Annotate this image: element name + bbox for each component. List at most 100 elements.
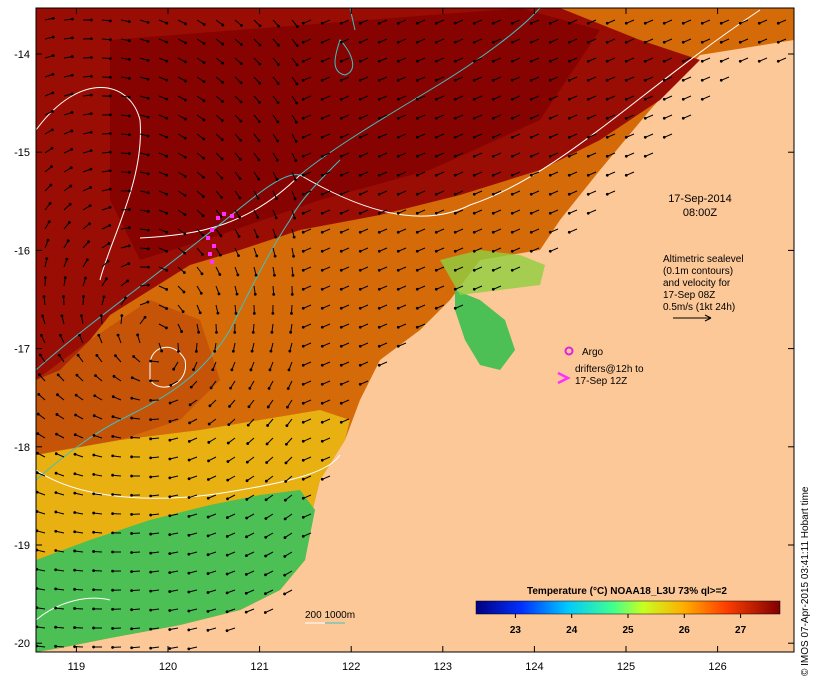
velocity-arrow-head (284, 442, 288, 446)
velocity-arrow (63, 130, 73, 135)
velocity-arrow-head (757, 21, 761, 25)
velocity-arrow-head (238, 215, 241, 219)
velocity-arrow-head (284, 480, 288, 483)
velocity-arrow (139, 209, 149, 212)
velocity-arrow (512, 38, 521, 43)
velocity-arrow (531, 95, 540, 100)
velocity-arrow-head (108, 169, 112, 173)
lon-tick-label: 125 (617, 661, 635, 673)
velocity-arrow-head (149, 456, 153, 460)
velocity-arrow (436, 114, 445, 119)
velocity-arrow (215, 228, 222, 237)
velocity-arrow-head (377, 59, 381, 63)
velocity-arrow (177, 228, 186, 235)
velocity-arrow-head (529, 230, 533, 234)
velocity-arrow-head (165, 78, 169, 82)
velocity-arrow-head (567, 173, 571, 177)
velocity-arrow-head (377, 135, 381, 139)
velocity-arrow-head (273, 273, 276, 277)
velocity-arrow (645, 19, 654, 24)
velocity-arrow (207, 551, 217, 556)
velocity-arrow-head (239, 62, 243, 66)
velocity-arrow-head (339, 59, 343, 63)
velocity-arrow-head (472, 116, 476, 120)
velocity-arrow-head (43, 276, 47, 280)
velocity-arrow (455, 114, 464, 119)
velocity-arrow-head (108, 187, 112, 191)
velocity-arrow-head (548, 97, 552, 101)
velocity-arrow (210, 380, 217, 389)
lat-tick-label: -16 (14, 245, 30, 257)
velocity-arrow-head (301, 154, 305, 158)
velocity-arrow-head (54, 471, 58, 475)
velocity-arrow (398, 57, 407, 62)
velocity-arrow-head (264, 498, 268, 502)
velocity-arrow-head (529, 40, 533, 44)
velocity-arrow-head (46, 238, 50, 242)
velocity-arrow (150, 570, 160, 573)
velocity-arrow-head (529, 59, 533, 63)
velocity-arrow-head (215, 330, 218, 334)
velocity-arrow-head (38, 373, 41, 377)
velocity-arrow-head (567, 230, 571, 234)
velocity-arrow (131, 570, 141, 573)
lon-tick-label: 121 (250, 661, 268, 673)
velocity-arrow (234, 171, 241, 179)
velocity-arrow-head (605, 21, 609, 25)
velocity-arrow-head (36, 529, 39, 533)
velocity-arrow (398, 76, 407, 81)
velocity-arrow-head (165, 59, 169, 63)
velocity-arrow-head (586, 192, 590, 196)
velocity-arrow-head (453, 40, 457, 44)
velocity-arrow-head (149, 513, 153, 517)
velocity-arrow-head (92, 434, 96, 437)
velocity-arrow-head (73, 530, 77, 534)
velocity-arrow-head (510, 97, 514, 101)
velocity-arrow (531, 19, 540, 24)
velocity-arrow-head (168, 401, 172, 405)
velocity-arrow-head (51, 109, 54, 113)
velocity-arrow-head (320, 154, 324, 158)
velocity-arrow-head (63, 276, 67, 280)
velocity-arrow-head (149, 359, 153, 363)
velocity-arrow-head (738, 59, 742, 63)
velocity-arrow-head (358, 363, 362, 367)
velocity-arrow-head (69, 184, 73, 188)
velocity-arrow (82, 186, 91, 192)
velocity-arrow-head (246, 423, 250, 427)
velocity-arrow-head (149, 418, 153, 422)
velocity-arrow-head (700, 21, 704, 25)
velocity-arrow-head (339, 154, 343, 158)
velocity-arrow-head (130, 551, 134, 554)
velocity-arrow-head (73, 472, 77, 476)
velocity-arrow-head (377, 192, 381, 196)
velocity-arrow-head (434, 135, 438, 139)
velocity-arrow (177, 57, 186, 63)
velocity-arrow-head (183, 98, 187, 102)
velocity-arrow-head (102, 295, 106, 299)
velocity-arrow-head (358, 59, 362, 63)
velocity-arrow (74, 550, 84, 553)
velocity-arrow-head (283, 592, 286, 596)
velocity-arrow-head (358, 230, 362, 234)
lat-tick-label: -17 (14, 344, 30, 356)
velocity-arrow (253, 133, 260, 141)
gulf-water (455, 290, 515, 370)
velocity-arrow-head (92, 607, 96, 611)
velocity-arrow-head (127, 114, 131, 118)
velocity-arrow-head (130, 396, 134, 400)
velocity-arrow-head (567, 40, 571, 44)
velocity-arrow (37, 472, 46, 477)
velocity-arrow-head (339, 401, 343, 405)
velocity-arrow-head (50, 146, 54, 150)
velocity-arrow-head (172, 367, 176, 371)
velocity-arrow-head (111, 454, 115, 458)
velocity-arrow-head (320, 363, 324, 367)
velocity-arrow-head (165, 154, 169, 158)
velocity-arrow (291, 133, 297, 142)
velocity-arrow-head (187, 552, 191, 556)
velocity-arrow (360, 114, 369, 119)
velocity-arrow (291, 38, 298, 46)
svg-text:0.5m/s (1kt 24h): 0.5m/s (1kt 24h) (663, 302, 735, 313)
velocity-arrow-head (510, 78, 514, 82)
